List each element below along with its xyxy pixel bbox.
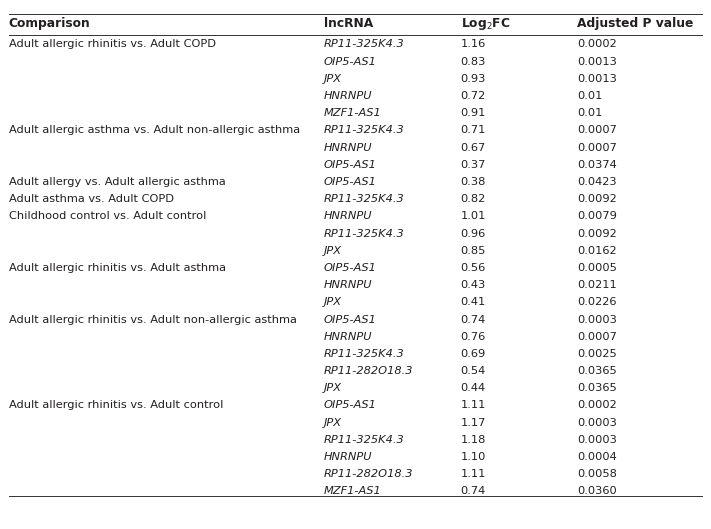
Text: 0.0013: 0.0013	[577, 74, 617, 84]
Text: 0.85: 0.85	[461, 246, 486, 256]
Text: Adult allergic rhinitis vs. Adult control: Adult allergic rhinitis vs. Adult contro…	[9, 400, 223, 411]
Text: 1.11: 1.11	[461, 469, 486, 479]
Text: RP11-325K4.3: RP11-325K4.3	[324, 194, 405, 204]
Text: 0.0004: 0.0004	[577, 452, 617, 462]
Text: 0.0079: 0.0079	[577, 212, 617, 221]
Text: 1.01: 1.01	[461, 212, 486, 221]
Text: 0.56: 0.56	[461, 263, 486, 273]
Text: JPX: JPX	[324, 246, 341, 256]
Text: Log$_2$FC: Log$_2$FC	[461, 16, 510, 32]
Text: HNRNPU: HNRNPU	[324, 452, 372, 462]
Text: OIP5-AS1: OIP5-AS1	[324, 177, 376, 187]
Text: 0.0211: 0.0211	[577, 280, 617, 290]
Text: Adult asthma vs. Adult COPD: Adult asthma vs. Adult COPD	[9, 194, 173, 204]
Text: 1.17: 1.17	[461, 418, 486, 427]
Text: 0.96: 0.96	[461, 229, 486, 239]
Text: OIP5-AS1: OIP5-AS1	[324, 315, 376, 324]
Text: 0.0226: 0.0226	[577, 297, 617, 307]
Text: 0.74: 0.74	[461, 315, 486, 324]
Text: 0.0365: 0.0365	[577, 366, 617, 376]
Text: 0.0005: 0.0005	[577, 263, 617, 273]
Text: 0.01: 0.01	[577, 108, 603, 118]
Text: 0.0013: 0.0013	[577, 57, 617, 67]
Text: 0.0025: 0.0025	[577, 349, 617, 359]
Text: 0.38: 0.38	[461, 177, 486, 187]
Text: 0.0002: 0.0002	[577, 400, 617, 411]
Text: RP11-325K4.3: RP11-325K4.3	[324, 125, 405, 135]
Text: lncRNA: lncRNA	[324, 17, 373, 30]
Text: HNRNPU: HNRNPU	[324, 332, 372, 342]
Text: 0.0162: 0.0162	[577, 246, 617, 256]
Text: 0.0007: 0.0007	[577, 332, 617, 342]
Text: 0.69: 0.69	[461, 349, 486, 359]
Text: Adult allergic asthma vs. Adult non-allergic asthma: Adult allergic asthma vs. Adult non-alle…	[9, 125, 299, 135]
Text: RP11-325K4.3: RP11-325K4.3	[324, 40, 405, 49]
Text: RP11-325K4.3: RP11-325K4.3	[324, 229, 405, 239]
Text: 0.91: 0.91	[461, 108, 486, 118]
Text: HNRNPU: HNRNPU	[324, 91, 372, 101]
Text: Childhood control vs. Adult control: Childhood control vs. Adult control	[9, 212, 206, 221]
Text: RP11-282O18.3: RP11-282O18.3	[324, 366, 413, 376]
Text: 1.16: 1.16	[461, 40, 486, 49]
Text: 0.0002: 0.0002	[577, 40, 617, 49]
Text: MZF1-AS1: MZF1-AS1	[324, 108, 381, 118]
Text: 0.82: 0.82	[461, 194, 486, 204]
Text: 0.67: 0.67	[461, 143, 486, 152]
Text: JPX: JPX	[324, 297, 341, 307]
Text: HNRNPU: HNRNPU	[324, 212, 372, 221]
Text: Adult allergic rhinitis vs. Adult non-allergic asthma: Adult allergic rhinitis vs. Adult non-al…	[9, 315, 296, 324]
Text: 0.0360: 0.0360	[577, 487, 617, 496]
Text: Adjusted P value: Adjusted P value	[577, 17, 694, 30]
Text: 0.83: 0.83	[461, 57, 486, 67]
Text: 0.0092: 0.0092	[577, 194, 617, 204]
Text: RP11-325K4.3: RP11-325K4.3	[324, 349, 405, 359]
Text: Adult allergic rhinitis vs. Adult asthma: Adult allergic rhinitis vs. Adult asthma	[9, 263, 225, 273]
Text: HNRNPU: HNRNPU	[324, 143, 372, 152]
Text: 0.72: 0.72	[461, 91, 486, 101]
Text: 0.0423: 0.0423	[577, 177, 617, 187]
Text: 0.0003: 0.0003	[577, 435, 617, 445]
Text: 0.0003: 0.0003	[577, 418, 617, 427]
Text: 0.93: 0.93	[461, 74, 486, 84]
Text: OIP5-AS1: OIP5-AS1	[324, 57, 376, 67]
Text: 0.71: 0.71	[461, 125, 486, 135]
Text: 0.74: 0.74	[461, 487, 486, 496]
Text: 0.01: 0.01	[577, 91, 603, 101]
Text: 0.43: 0.43	[461, 280, 486, 290]
Text: OIP5-AS1: OIP5-AS1	[324, 400, 376, 411]
Text: Adult allergy vs. Adult allergic asthma: Adult allergy vs. Adult allergic asthma	[9, 177, 225, 187]
Text: 0.0058: 0.0058	[577, 469, 617, 479]
Text: 0.54: 0.54	[461, 366, 486, 376]
Text: HNRNPU: HNRNPU	[324, 280, 372, 290]
Text: JPX: JPX	[324, 384, 341, 393]
Text: Comparison: Comparison	[9, 17, 90, 30]
Text: 0.37: 0.37	[461, 160, 486, 170]
Text: 0.0092: 0.0092	[577, 229, 617, 239]
Text: JPX: JPX	[324, 418, 341, 427]
Text: 1.18: 1.18	[461, 435, 486, 445]
Text: 0.0007: 0.0007	[577, 125, 617, 135]
Text: Adult allergic rhinitis vs. Adult COPD: Adult allergic rhinitis vs. Adult COPD	[9, 40, 215, 49]
Text: 0.41: 0.41	[461, 297, 486, 307]
Text: OIP5-AS1: OIP5-AS1	[324, 160, 376, 170]
Text: OIP5-AS1: OIP5-AS1	[324, 263, 376, 273]
Text: 1.11: 1.11	[461, 400, 486, 411]
Text: 1.10: 1.10	[461, 452, 486, 462]
Text: JPX: JPX	[324, 74, 341, 84]
Text: RP11-325K4.3: RP11-325K4.3	[324, 435, 405, 445]
Text: 0.0374: 0.0374	[577, 160, 617, 170]
Text: 0.0003: 0.0003	[577, 315, 617, 324]
Text: 0.76: 0.76	[461, 332, 486, 342]
Text: 0.0007: 0.0007	[577, 143, 617, 152]
Text: MZF1-AS1: MZF1-AS1	[324, 487, 381, 496]
Text: RP11-282O18.3: RP11-282O18.3	[324, 469, 413, 479]
Text: 0.0365: 0.0365	[577, 384, 617, 393]
Text: 0.44: 0.44	[461, 384, 486, 393]
